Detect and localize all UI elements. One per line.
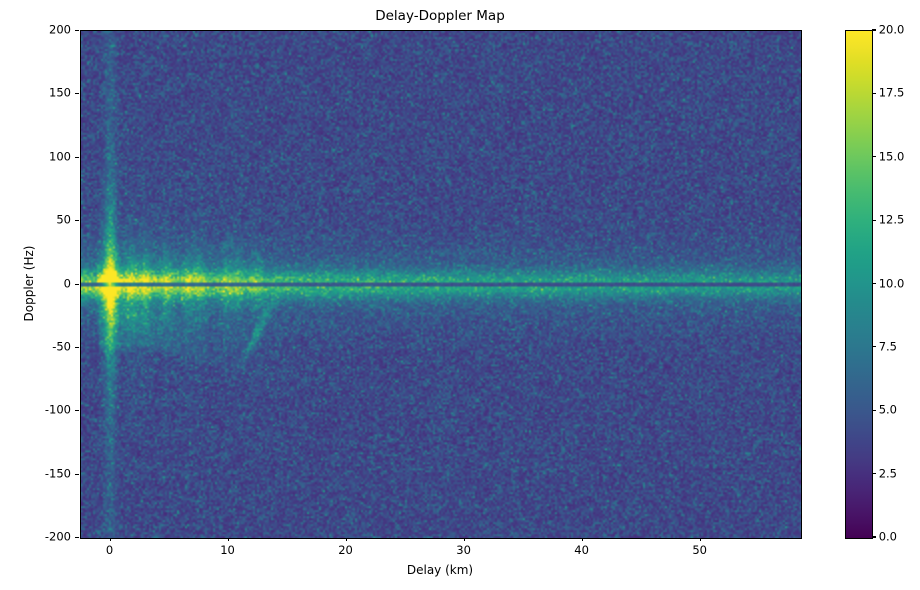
colorbar-tick-label: 15.0 bbox=[878, 149, 905, 163]
colorbar-tick-label: 20.0 bbox=[878, 22, 905, 37]
x-axis-label: Delay (km) bbox=[406, 563, 474, 577]
colorbar-tick-mark bbox=[872, 473, 876, 475]
colorbar-tick-mark bbox=[872, 219, 876, 221]
x-tick-label: 0 bbox=[105, 543, 114, 558]
x-tick-mark bbox=[227, 537, 229, 542]
y-tick-label: 50 bbox=[56, 212, 71, 227]
colorbar-tick-label: 0.0 bbox=[878, 529, 897, 544]
colorbar-tick-label: 2.5 bbox=[878, 465, 897, 480]
y-tick-label: -100 bbox=[44, 402, 71, 417]
y-tick-label: 150 bbox=[49, 85, 71, 100]
y-tick-mark bbox=[75, 93, 79, 95]
y-tick-mark bbox=[75, 346, 79, 348]
y-tick-mark bbox=[75, 220, 79, 222]
x-tick-label: 50 bbox=[692, 543, 707, 558]
y-tick-label: 200 bbox=[49, 22, 71, 37]
delay-doppler-heatmap-axes[interactable] bbox=[80, 30, 802, 539]
y-tick-mark bbox=[75, 283, 79, 285]
colorbar-tick-label: 10.0 bbox=[878, 275, 905, 290]
y-tick-label: 0 bbox=[63, 275, 71, 290]
colorbar-tick-label: 17.5 bbox=[878, 85, 905, 100]
colorbar[interactable] bbox=[845, 30, 873, 539]
y-tick-label: 100 bbox=[49, 149, 71, 163]
x-tick-label: 20 bbox=[338, 543, 353, 558]
y-tick-mark bbox=[75, 410, 79, 412]
x-tick-mark bbox=[109, 537, 111, 542]
colorbar-tick-mark bbox=[872, 346, 876, 348]
x-tick-label: 40 bbox=[574, 543, 589, 558]
x-axis-ticks: 0 10 20 30 40 50 bbox=[80, 537, 800, 564]
y-tick-label: -200 bbox=[44, 529, 71, 544]
x-tick-mark bbox=[463, 537, 465, 542]
x-tick-label: 30 bbox=[456, 543, 471, 558]
page-title: Delay-Doppler Map bbox=[375, 8, 505, 24]
x-tick-mark bbox=[345, 537, 347, 542]
colorbar-tick-label: 12.5 bbox=[878, 212, 905, 227]
colorbar-gradient bbox=[846, 31, 872, 538]
colorbar-tick-mark bbox=[872, 536, 876, 538]
x-tick-mark bbox=[581, 537, 583, 542]
colorbar-tick-label: 7.5 bbox=[878, 339, 897, 354]
heatmap-image bbox=[81, 31, 801, 538]
colorbar-tick-mark bbox=[872, 156, 876, 158]
colorbar-tick-mark bbox=[872, 409, 876, 411]
colorbar-tick-mark bbox=[872, 282, 876, 285]
colorbar-tick-label: 5.0 bbox=[878, 402, 897, 417]
y-tick-label: -50 bbox=[52, 339, 71, 354]
y-axis-label: Doppler (Hz) bbox=[22, 245, 36, 322]
y-tick-mark bbox=[75, 30, 79, 32]
y-tick-label: -150 bbox=[44, 465, 71, 480]
x-tick-label: 10 bbox=[220, 543, 235, 558]
colorbar-tick-mark bbox=[872, 29, 876, 31]
colorbar-tick-mark bbox=[872, 92, 876, 94]
y-tick-mark bbox=[75, 473, 79, 475]
y-tick-mark bbox=[75, 156, 79, 158]
y-tick-mark bbox=[75, 537, 79, 539]
x-tick-mark bbox=[699, 537, 701, 542]
